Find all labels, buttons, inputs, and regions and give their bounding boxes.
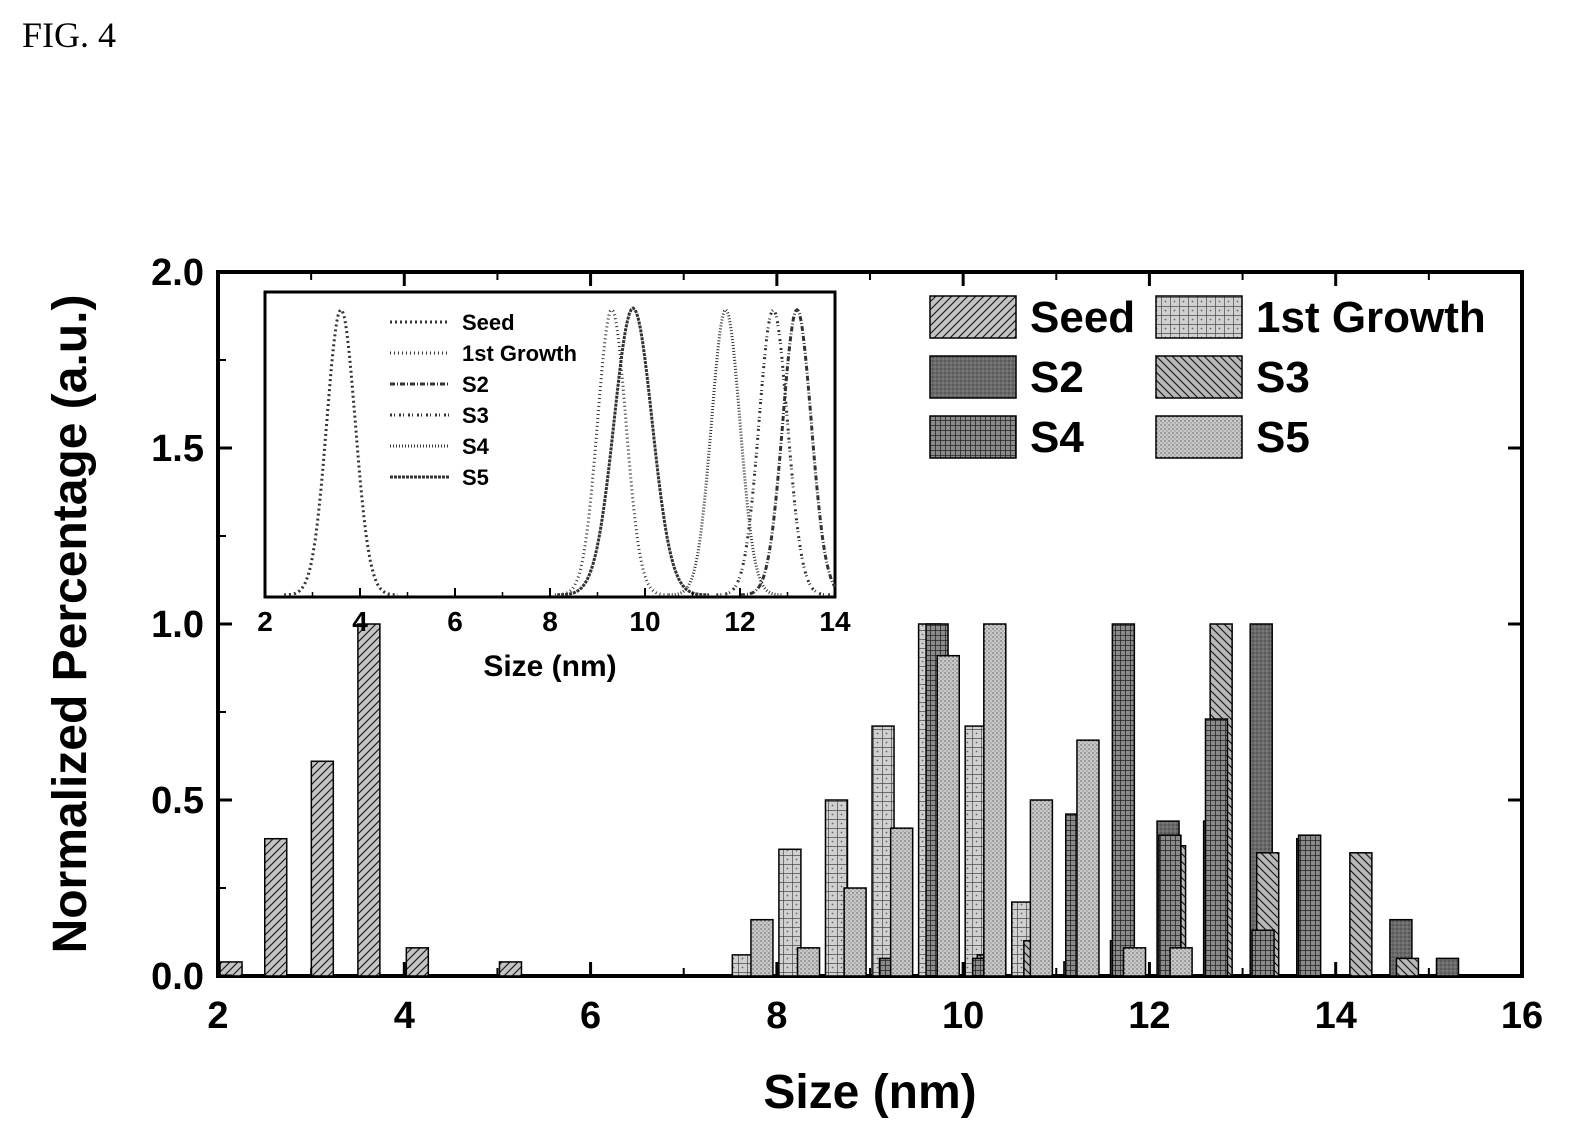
inset-curves: [284, 306, 837, 597]
y-tick-label: 0.0: [151, 956, 204, 998]
legend-swatch-s5: [1155, 415, 1243, 459]
bar-seed: [219, 961, 243, 977]
bar-s5: [750, 918, 774, 977]
inset-x-tick-label: 2: [257, 606, 273, 637]
main-axes: 2 4 6 8 10 12 14 16 0.0 0.5 1.0 1.5 2.0: [151, 252, 1543, 1037]
y-tick-label: 0.5: [151, 780, 204, 822]
bar-s4: [1204, 718, 1229, 977]
inset-curve-s4: [668, 307, 783, 597]
bar-s3: [1349, 852, 1373, 977]
bar-s5: [1122, 947, 1147, 977]
y-tick-label: 2.0: [151, 252, 204, 294]
bar-1st-growth: [778, 848, 802, 977]
bar-s5: [983, 623, 1007, 977]
x-tick-label: 12: [1128, 995, 1170, 1037]
x-tick-label: 4: [394, 995, 415, 1037]
inset-legend-label-s4: S4: [462, 434, 490, 459]
legend-swatch-s2: [929, 355, 1017, 399]
bar-s5: [1169, 947, 1193, 977]
y-tick-label: 1.0: [151, 604, 204, 646]
x-tick-label: 14: [1315, 995, 1357, 1037]
inset-plot-frame: [263, 290, 837, 599]
legend-label-s5: S5: [1256, 413, 1310, 462]
inset-legend: Seed 1st Growth S2 S3 S4 S5: [390, 310, 577, 490]
bar-s4: [1297, 834, 1322, 977]
bar-seed: [310, 760, 335, 977]
inset-legend-label-seed: Seed: [462, 310, 515, 335]
x-tick-label: 16: [1501, 995, 1543, 1037]
legend-label-1st-growth: 1st Growth: [1256, 293, 1486, 342]
inset-axes: 2 4 6 8 10 12 14: [257, 588, 851, 637]
bar-s5: [1029, 799, 1054, 977]
y-tick-label: 1.5: [151, 428, 204, 470]
inset-x-tick-label: 14: [819, 606, 851, 637]
bar-s5: [796, 947, 821, 977]
legend-label-s4: S4: [1030, 413, 1084, 462]
inset-x-tick-label: 4: [352, 606, 368, 637]
main-x-axis-label: Size (nm): [763, 1066, 976, 1119]
legend-swatch-s4: [929, 415, 1017, 459]
main-y-axis-label: Normalized Percentage (a.u.): [44, 295, 97, 954]
inset-x-tick-label: 6: [447, 606, 463, 637]
bar-seed: [263, 837, 288, 977]
inset-legend-label-s5: S5: [462, 465, 489, 490]
x-tick-label: 6: [580, 995, 601, 1037]
inset-curve-s5: [557, 306, 710, 597]
figure-label: FIG. 4: [22, 15, 117, 55]
inset-x-tick-label: 12: [724, 606, 755, 637]
legend-swatch-s3: [1155, 355, 1243, 399]
inset-curve-seed: [284, 307, 398, 597]
main-bars: [219, 623, 1460, 977]
main-legend: Seed 1st Growth S2 S3 S4 S5: [929, 293, 1486, 462]
x-tick-label: 2: [207, 995, 228, 1037]
inset-x-tick-label: 8: [542, 606, 558, 637]
inset-x-axis-label: Size (nm): [483, 650, 616, 683]
x-tick-label: 10: [942, 995, 984, 1037]
bar-s2: [1435, 957, 1460, 977]
inset-legend-label-s2: S2: [462, 372, 489, 397]
bar-s4: [1111, 623, 1136, 977]
bar-s4: [1251, 929, 1275, 977]
x-tick-label: 8: [766, 995, 787, 1037]
bar-s5: [889, 827, 914, 977]
bar-s5: [936, 654, 960, 977]
bar-seed: [357, 623, 381, 977]
legend-swatch-seed: [929, 295, 1017, 339]
inset-legend-label-1st-growth: 1st Growth: [462, 341, 577, 366]
legend-swatch-1st-growth: [1155, 295, 1243, 339]
legend-label-s2: S2: [1030, 353, 1084, 402]
inset-curve-s2: [740, 307, 837, 597]
bar-s5: [1076, 739, 1100, 977]
inset-legend-label-s3: S3: [462, 403, 489, 428]
legend-label-seed: Seed: [1030, 293, 1135, 342]
bar-s3: [1395, 957, 1420, 977]
bar-s5: [843, 887, 867, 977]
inset-x-tick-label: 10: [629, 606, 660, 637]
bar-seed: [405, 947, 430, 977]
bar-seed: [498, 961, 523, 977]
legend-label-s3: S3: [1256, 353, 1310, 402]
